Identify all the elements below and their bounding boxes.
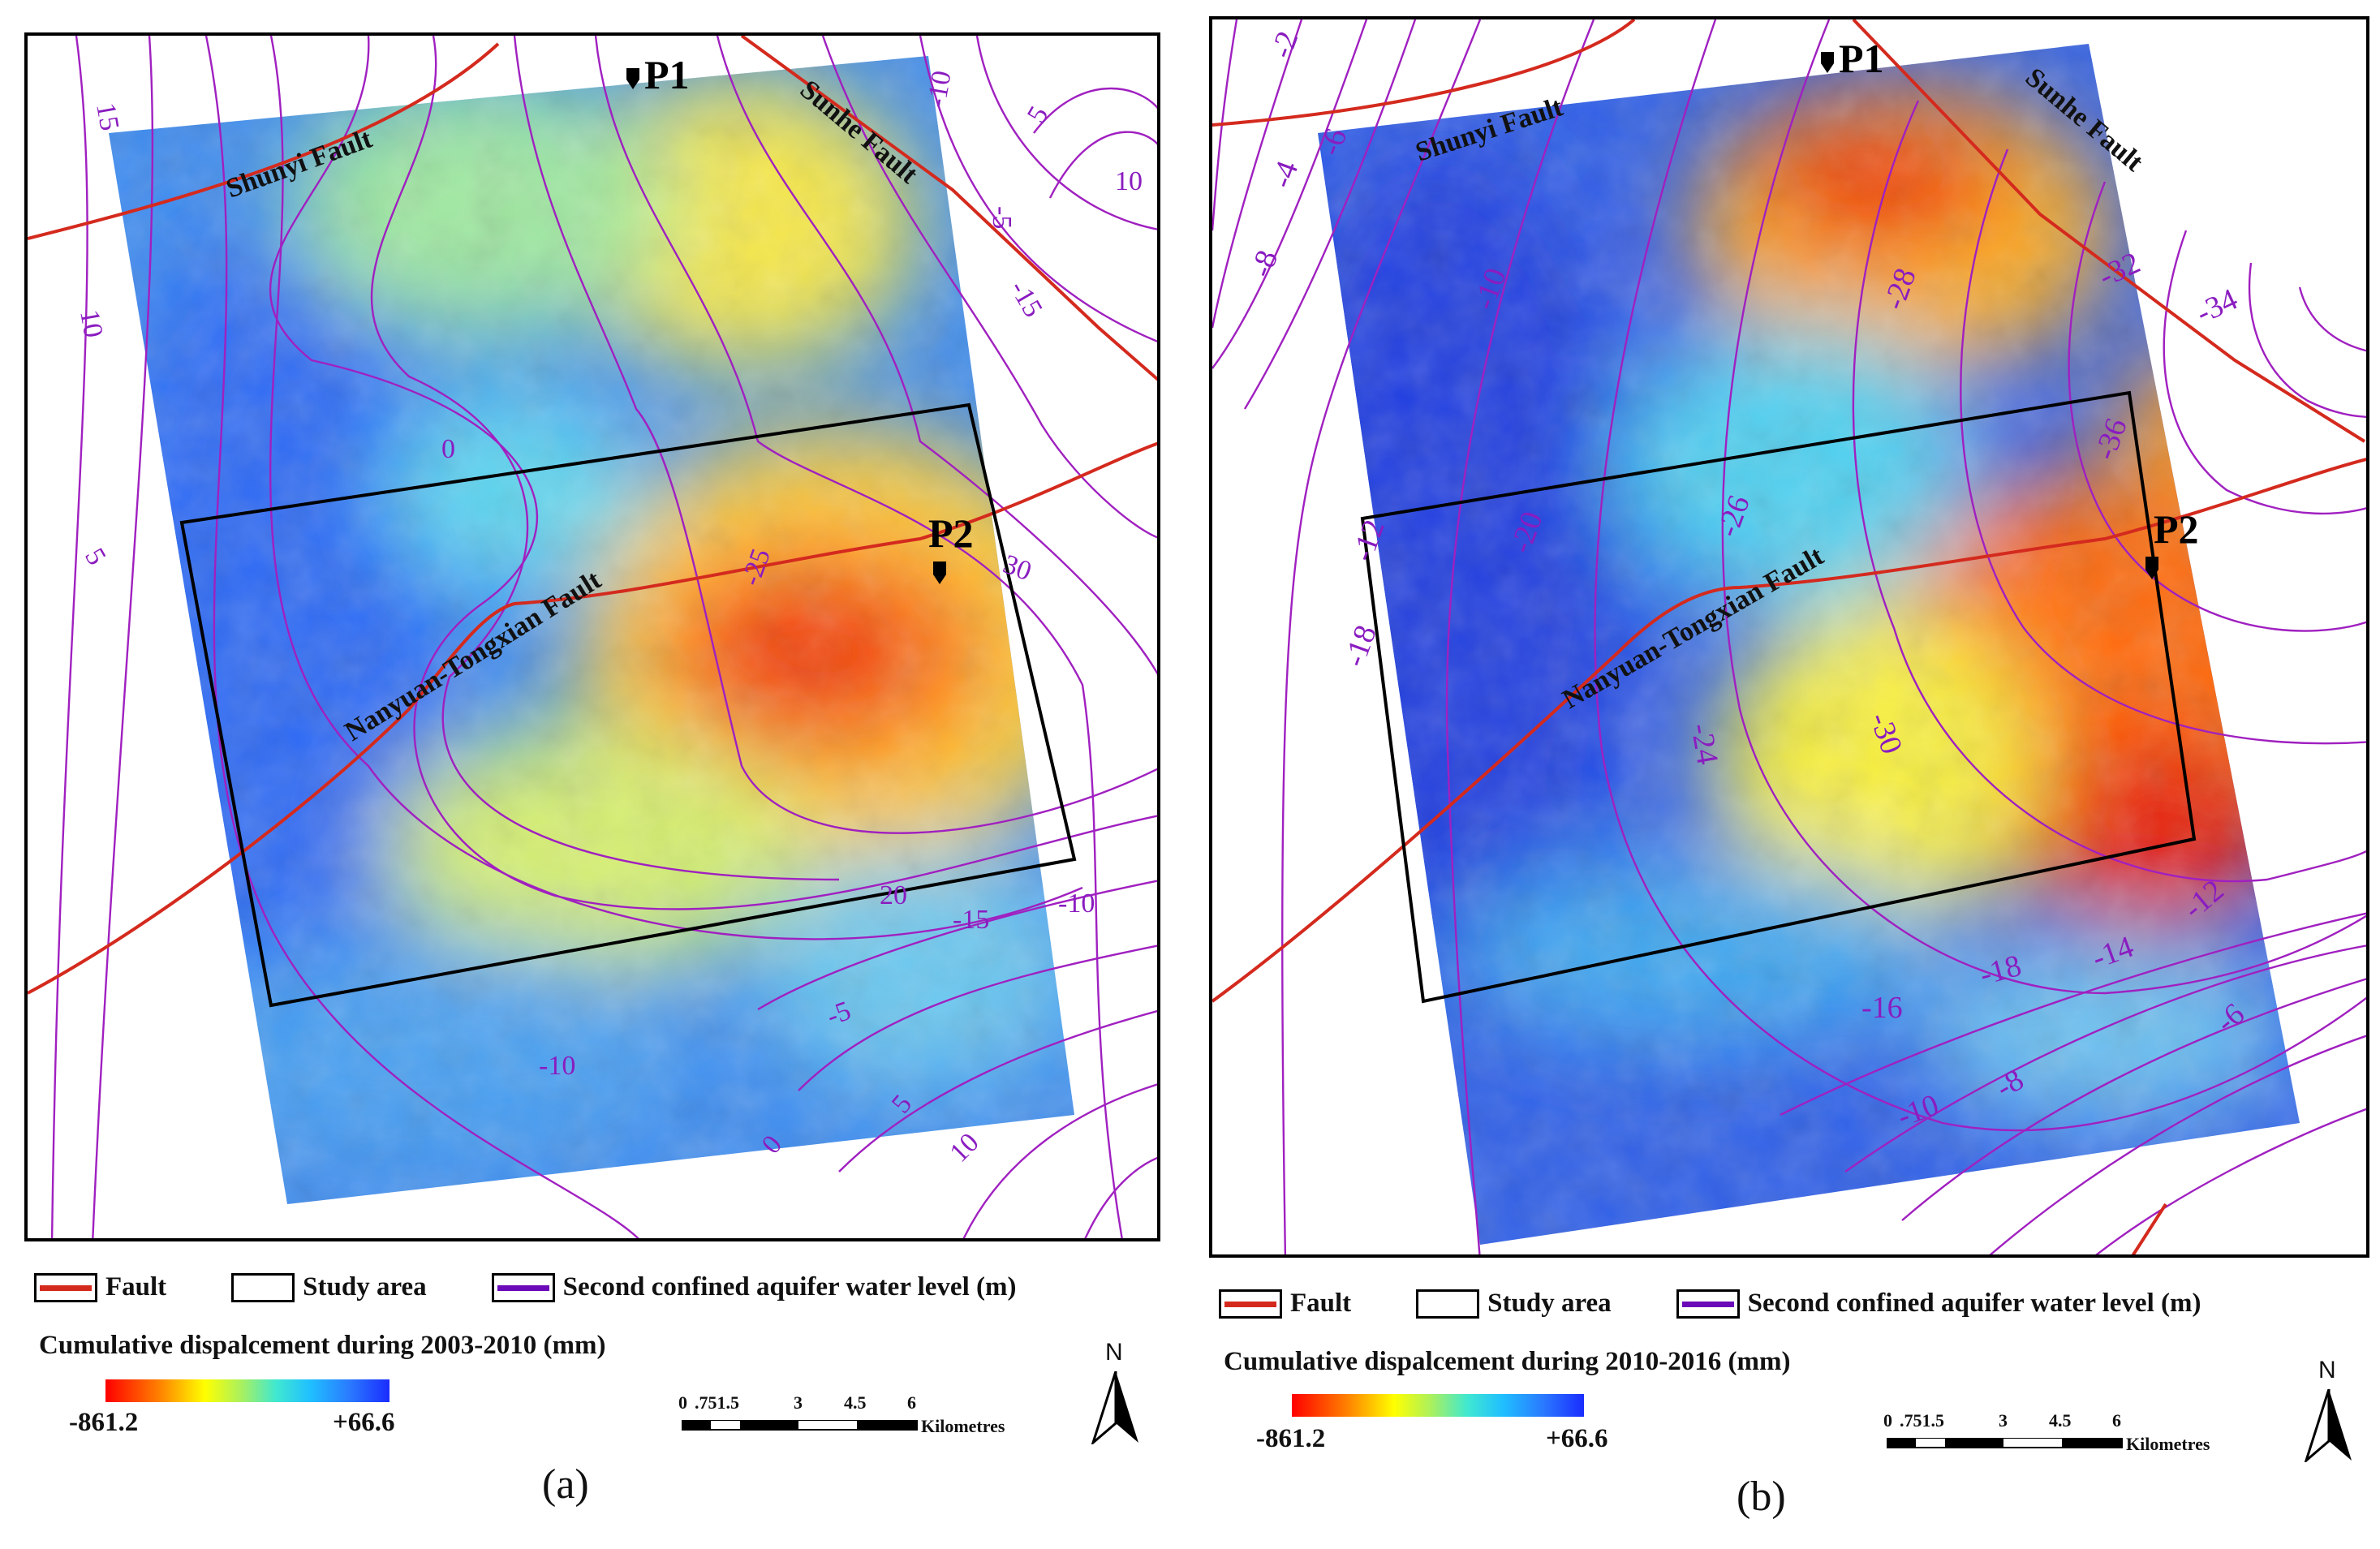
svg-text:5: 5 bbox=[1022, 101, 1055, 128]
svg-text:-15: -15 bbox=[1004, 276, 1048, 323]
legend-water-level-b: Second confined aquifer water level (m) bbox=[1676, 1289, 2201, 1319]
water-level-contours-b bbox=[1212, 19, 2366, 1254]
svg-text:-2: -2 bbox=[1264, 27, 1305, 62]
svg-text:P2: P2 bbox=[928, 510, 974, 556]
point-p1-a: P1 bbox=[626, 52, 690, 97]
map-b-canvas: Shunyi Fault Sunhe Fault Nanyuan-Tongxia… bbox=[1212, 19, 2366, 1254]
svg-text:0: 0 bbox=[441, 434, 455, 464]
displacement-raster-a bbox=[109, 56, 1074, 1204]
north-label-a: N bbox=[1105, 1339, 1123, 1366]
svg-text:-10: -10 bbox=[1058, 889, 1095, 919]
svg-text:-34: -34 bbox=[2191, 282, 2243, 330]
map-panel-b: Shunyi Fault Sunhe Fault Nanyuan-Tongxia… bbox=[1209, 16, 2369, 1258]
svg-text:15: 15 bbox=[90, 101, 124, 133]
point-p2-b: P2 bbox=[2145, 506, 2199, 579]
svg-text:-4: -4 bbox=[1264, 157, 1305, 192]
scale-tick-1-a: .751.5 bbox=[695, 1392, 739, 1413]
displacement-raster-b bbox=[1318, 44, 2300, 1245]
map-a-canvas: Shunyi Fault Sunhe Fault Nanyuan-Tongxia… bbox=[28, 36, 1157, 1238]
legend-water-level-a: Second confined aquifer water level (m) bbox=[491, 1272, 1017, 1302]
panel-label-b: (b) bbox=[1737, 1474, 1786, 1520]
svg-text:-10: -10 bbox=[921, 68, 957, 110]
colorbar-min-a: -861.2 bbox=[69, 1408, 139, 1437]
scale-tick-3-b: 3 bbox=[1999, 1410, 2008, 1431]
colorbar-max-b: +66.6 bbox=[1546, 1424, 1608, 1453]
legend-fault-label-b: Fault bbox=[1290, 1289, 1352, 1318]
legend-study-area-a: Study area bbox=[231, 1272, 427, 1302]
svg-text:-15: -15 bbox=[953, 905, 989, 935]
legend-fault-label-a: Fault bbox=[105, 1272, 167, 1302]
svg-text:-5: -5 bbox=[987, 206, 1017, 229]
colorbar-title-a: Cumulative dispalcement during 2003-2010… bbox=[39, 1331, 606, 1360]
water-level-swatch-b bbox=[1676, 1289, 1740, 1319]
north-label-b: N bbox=[2318, 1357, 2336, 1383]
study-area-a bbox=[179, 402, 1077, 1008]
legend-row-b: Fault Study area Second confined aquifer… bbox=[1219, 1289, 2266, 1319]
colorbar-title-b: Cumulative dispalcement during 2010-2016… bbox=[1224, 1347, 1791, 1376]
scale-unit-a: Kilometres bbox=[921, 1416, 1005, 1436]
north-arrow-icon-a bbox=[1091, 1371, 1138, 1444]
svg-text:P1: P1 bbox=[1839, 36, 1884, 81]
svg-text:-16: -16 bbox=[1861, 991, 1903, 1025]
legend-study-area-label-a: Study area bbox=[303, 1272, 427, 1302]
legend-water-level-label-a: Second confined aquifer water level (m) bbox=[562, 1272, 1017, 1302]
north-arrow-icon-b bbox=[2305, 1389, 2352, 1462]
map-panel-a: Shunyi Fault Sunhe Fault Nanyuan-Tongxia… bbox=[24, 32, 1160, 1241]
svg-text:P1: P1 bbox=[644, 52, 690, 97]
scale-tick-0-a: 0 bbox=[678, 1392, 687, 1413]
svg-text:10: 10 bbox=[74, 308, 108, 340]
legend-fault-b: Fault bbox=[1219, 1289, 1351, 1319]
water-level-swatch-a bbox=[491, 1272, 555, 1302]
svg-text:10: 10 bbox=[944, 1127, 984, 1168]
scale-bar-b bbox=[1887, 1438, 2123, 1448]
svg-text:-24: -24 bbox=[1684, 721, 1724, 767]
scale-bar-a bbox=[682, 1420, 918, 1431]
study-area-swatch-b bbox=[1416, 1289, 1480, 1319]
legend-study-area-label-b: Study area bbox=[1487, 1289, 1612, 1318]
svg-text:-10: -10 bbox=[539, 1051, 575, 1081]
colorbar-max-a: +66.6 bbox=[333, 1408, 395, 1437]
svg-text:-8: -8 bbox=[1244, 246, 1285, 282]
svg-text:P2: P2 bbox=[2154, 506, 2199, 552]
scale-tick-4-b: 4.5 bbox=[2049, 1410, 2072, 1431]
scale-tick-0-b: 0 bbox=[1883, 1410, 1892, 1431]
colorbar-a bbox=[105, 1379, 389, 1402]
faults-b bbox=[1212, 19, 2366, 1254]
colorbar-b bbox=[1292, 1394, 1584, 1417]
legend-study-area-b: Study area bbox=[1416, 1289, 1612, 1319]
scale-tick-4-a: 4.5 bbox=[844, 1392, 867, 1413]
colorbar-min-b: -861.2 bbox=[1256, 1424, 1326, 1453]
point-p1-b: P1 bbox=[1821, 36, 1884, 81]
point-p2-a: P2 bbox=[928, 510, 974, 584]
legend-row-a: Fault Study area Second confined aquifer… bbox=[34, 1272, 1081, 1302]
svg-text:20: 20 bbox=[880, 880, 907, 910]
svg-text:10: 10 bbox=[1115, 166, 1143, 196]
study-area-swatch-a bbox=[231, 1272, 295, 1302]
scale-tick-3-a: 3 bbox=[794, 1392, 803, 1413]
legend-water-level-label-b: Second confined aquifer water level (m) bbox=[1747, 1289, 2201, 1318]
svg-text:5: 5 bbox=[79, 544, 112, 570]
scale-tick-6-a: 6 bbox=[907, 1392, 916, 1413]
scale-tick-1-b: .751.5 bbox=[1900, 1410, 1944, 1431]
legend-fault-a: Fault bbox=[34, 1272, 166, 1302]
fault-swatch-b bbox=[1219, 1289, 1282, 1319]
scale-unit-b: Kilometres bbox=[2126, 1434, 2210, 1454]
panel-label-a: (a) bbox=[542, 1461, 589, 1508]
fault-swatch-a bbox=[34, 1272, 97, 1302]
scale-tick-6-b: 6 bbox=[2112, 1410, 2121, 1431]
faults-a bbox=[28, 36, 1157, 995]
study-area-b bbox=[1360, 390, 2197, 1004]
